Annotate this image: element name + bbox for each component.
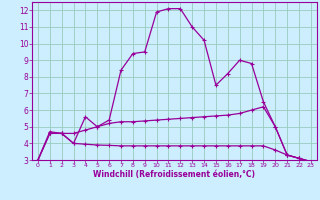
X-axis label: Windchill (Refroidissement éolien,°C): Windchill (Refroidissement éolien,°C) [93, 170, 255, 179]
